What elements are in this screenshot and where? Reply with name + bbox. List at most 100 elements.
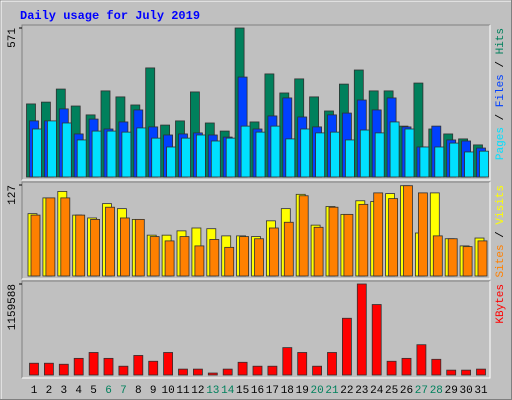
bar [106,130,117,178]
x-tick-label: 28 [430,385,443,397]
x-tick-label: 17 [266,385,279,397]
bar [447,238,458,277]
bar [464,151,475,178]
bar [449,142,460,178]
legend-entry: KBytes [495,284,507,324]
bar [32,128,42,178]
bar [121,131,132,178]
x-tick-label: 8 [135,385,142,397]
bar [401,357,412,376]
bar [298,195,309,277]
x-tick-label: 9 [150,385,157,397]
bar [359,129,370,178]
bar [330,131,340,178]
bar [163,352,174,376]
bar [388,198,399,277]
bar [313,226,324,277]
bar [374,132,385,178]
bar [240,125,251,178]
x-tick-label: 15 [236,385,249,397]
bar [282,347,293,376]
bar [356,283,367,376]
bar [327,352,337,376]
plot-border [21,181,490,279]
bar [343,213,354,277]
bar [373,192,384,277]
legend-separator: / [495,225,507,245]
x-tick-label: 7 [120,385,127,397]
bar [283,221,294,277]
bar [419,146,430,178]
bar [45,197,56,277]
x-tick-label: 24 [370,385,384,397]
x-tick-label: 10 [161,385,174,397]
bar [75,214,86,277]
bar [389,121,400,178]
bar [44,362,54,376]
legend-entry: Pages [495,127,507,160]
bar [207,372,218,376]
x-tick-label: 12 [191,385,204,397]
bar [151,137,162,178]
bar [476,368,486,376]
plot-border [21,24,490,180]
bar [446,369,457,376]
y-tick-label: 1159588 [7,284,19,330]
bar [477,240,488,277]
bar [166,146,177,178]
x-tick-label: 4 [75,385,82,397]
bar [76,139,87,178]
bar [120,217,130,277]
plot-border [21,280,490,378]
bar [461,369,472,376]
bar [58,363,69,376]
x-tick-label: 31 [474,385,488,397]
bar [60,197,71,277]
bar [371,304,382,376]
bar [315,132,326,178]
bar [30,214,41,277]
legend-entry: Files [495,74,507,107]
bar [73,357,84,376]
bar [29,362,39,376]
bar [297,352,308,376]
legend: Pages / Files / Hits [495,28,507,160]
legend: KBytes [495,284,507,324]
bar [434,146,445,178]
x-tick-label: 25 [385,385,398,397]
x-tick-label: 16 [251,385,264,397]
legend-entry: Visits [495,185,507,225]
bar [416,344,427,376]
x-tick-label: 14 [221,385,235,397]
bar [285,138,296,178]
bar [195,134,206,178]
legend-entry: Sites [495,244,507,277]
x-tick-label: 6 [105,385,112,397]
bar [61,122,72,178]
bar [328,206,339,277]
bar [133,355,144,376]
x-tick-label: 20 [310,385,323,397]
bar [103,357,114,376]
x-tick-label: 1 [31,385,38,397]
x-tick-label: 23 [355,385,368,397]
bar [149,236,160,277]
bar [254,238,264,277]
x-tick-label: 22 [340,385,353,397]
bar [312,365,323,376]
bar [252,365,263,376]
y-tick-label: 127 [7,185,19,205]
bar [432,235,443,277]
bar [90,218,100,277]
bar [210,140,221,178]
bar [270,125,281,178]
x-tick-label: 18 [281,385,294,397]
bar [225,137,236,178]
x-tick-label: 27 [415,385,428,397]
bar [462,246,473,277]
bar [358,203,369,277]
bar [136,127,147,178]
bar [255,131,266,178]
bar [192,368,203,376]
